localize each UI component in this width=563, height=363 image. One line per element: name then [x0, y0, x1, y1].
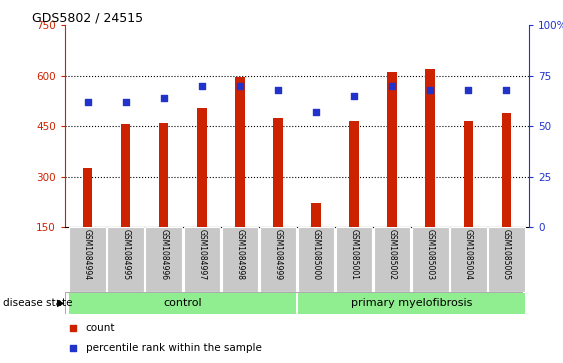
Point [197, 83, 206, 89]
Text: GSM1084996: GSM1084996 [159, 229, 168, 280]
Bar [502, 113, 511, 227]
Point [388, 83, 397, 89]
Text: count: count [86, 323, 115, 333]
Bar [336, 227, 372, 292]
Point [159, 95, 168, 101]
Text: disease state: disease state [3, 298, 72, 308]
Bar [260, 227, 296, 292]
Text: GSM1085002: GSM1085002 [388, 229, 397, 280]
Bar [488, 227, 525, 292]
Text: GSM1084999: GSM1084999 [274, 229, 283, 280]
Point [350, 93, 359, 99]
Bar [387, 73, 397, 227]
Text: GSM1085003: GSM1085003 [426, 229, 435, 280]
Point [83, 99, 92, 105]
Text: GSM1084998: GSM1084998 [235, 229, 244, 280]
Text: GSM1084994: GSM1084994 [83, 229, 92, 280]
Text: GSM1085001: GSM1085001 [350, 229, 359, 280]
Point [121, 99, 130, 105]
Text: GSM1085005: GSM1085005 [502, 229, 511, 280]
Bar [463, 121, 473, 227]
Bar [374, 227, 410, 292]
Text: GSM1084995: GSM1084995 [121, 229, 130, 280]
Point [368, 236, 377, 241]
Bar [412, 227, 449, 292]
Bar [298, 227, 334, 292]
Text: GSM1085004: GSM1085004 [464, 229, 473, 280]
Text: GDS5802 / 24515: GDS5802 / 24515 [32, 11, 144, 24]
Bar [197, 108, 207, 227]
Point [502, 87, 511, 93]
Text: percentile rank within the sample: percentile rank within the sample [86, 343, 262, 354]
Point [426, 87, 435, 93]
Bar [184, 227, 220, 292]
Bar [69, 227, 106, 292]
Bar [426, 69, 435, 227]
Bar [450, 227, 486, 292]
Bar [121, 125, 131, 227]
Text: GSM1085000: GSM1085000 [311, 229, 320, 280]
Point [464, 87, 473, 93]
Point [274, 87, 283, 93]
Point [368, 50, 377, 56]
Bar [159, 123, 168, 227]
Bar [108, 227, 144, 292]
Text: ▶: ▶ [57, 298, 65, 308]
Bar [222, 227, 258, 292]
Point [311, 109, 320, 115]
Bar [298, 293, 525, 314]
Bar [273, 118, 283, 227]
Text: GSM1084997: GSM1084997 [197, 229, 206, 280]
Bar [83, 168, 92, 227]
Text: primary myelofibrosis: primary myelofibrosis [351, 298, 472, 308]
Text: control: control [163, 298, 202, 308]
Bar [349, 121, 359, 227]
Point [235, 83, 244, 89]
Bar [145, 227, 182, 292]
Bar [311, 203, 321, 227]
Bar [235, 77, 245, 227]
Bar [69, 293, 296, 314]
